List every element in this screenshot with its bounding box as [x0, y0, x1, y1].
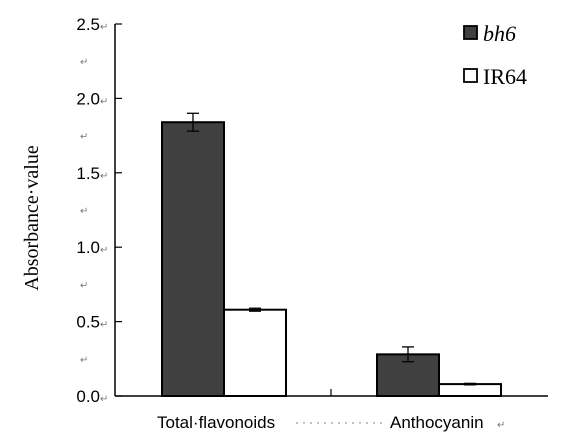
return-mark: ↵ [100, 171, 108, 182]
y-tick-label-5: 2.5 [76, 15, 100, 34]
return-mark: ↵ [100, 320, 108, 331]
legend-swatch-ir64 [463, 68, 478, 83]
bar-bh6-total-flavonoids [161, 121, 225, 397]
bar-bh6-anthocyanin [376, 353, 440, 397]
category-label-total-flavonoids: Total·flavonoids [157, 413, 275, 432]
return-mark: ↵ [497, 420, 505, 431]
legend-label-bh6: bh6 [483, 21, 516, 46]
y-axis-title: Absorbance·value [21, 145, 43, 291]
return-mark: ↵ [100, 245, 108, 256]
y-tick-label-3: 1.5 [76, 164, 100, 183]
return-mark-minor: ↵ [80, 57, 88, 68]
bars [161, 121, 502, 398]
return-mark-minor: ↵ [80, 280, 88, 291]
error-bars [187, 112, 476, 386]
y-tick-label-2: 1.0 [76, 238, 100, 257]
return-mark-minor: ↵ [80, 132, 88, 143]
y-tick-label-1: 0.5 [76, 313, 100, 332]
y-tick-label-4: 2.0 [76, 89, 100, 108]
minor-marks: ↵ ↵ ↵ ↵ ↵ [80, 57, 88, 366]
legend: bh6 IR64 [463, 21, 527, 89]
bar-ir64-total-flavonoids [223, 308, 287, 398]
return-mark: ↵ [100, 96, 108, 107]
y-ticks: 0.0 ↵0.5 ↵1.0 ↵1.5 ↵2.0 ↵2.5 ↵ [76, 15, 122, 406]
return-mark-minor: ↵ [80, 206, 88, 217]
y-tick-label-0: 0.0 [76, 387, 100, 406]
bar-ir64-anthocyanin [438, 383, 502, 398]
category-label-anthocyanin: Anthocyanin [390, 413, 484, 432]
legend-swatch-bh6 [463, 25, 478, 40]
category-labels: Total·flavonoids Anthocyanin ↵ [157, 413, 505, 432]
return-mark-minor: ↵ [80, 355, 88, 366]
return-mark: ↵ [100, 22, 108, 33]
legend-label-ir64: IR64 [483, 64, 527, 89]
return-mark: ↵ [100, 394, 108, 405]
